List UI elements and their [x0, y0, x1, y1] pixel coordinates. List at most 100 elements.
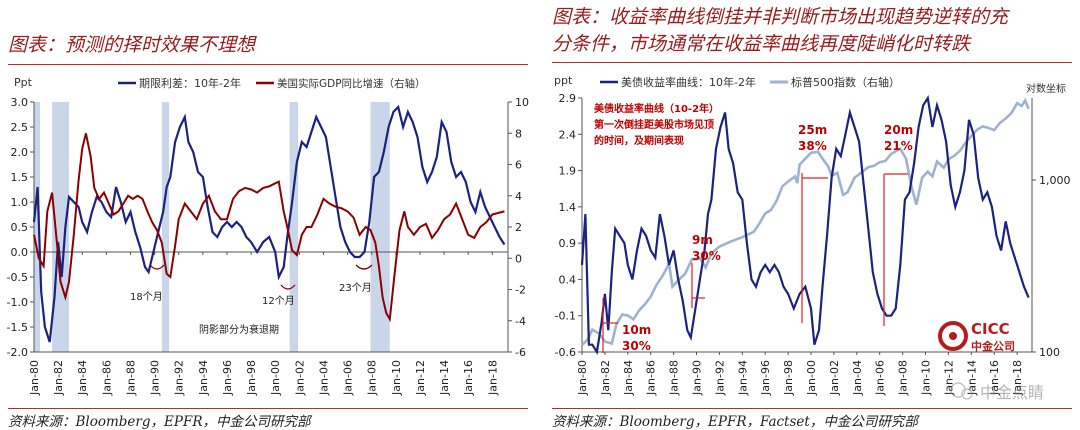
x-tick-label: Jan-90 [149, 360, 162, 396]
y2-tick-label: 10 [515, 96, 529, 109]
y-axis-unit-label: ppt [554, 74, 573, 87]
chart-right-svg: -0.6 -0.1 0.4 0.9 1.4 1.9 2.4 2.9 100 1,000 Jan-… [554, 74, 1071, 402]
x-tick-label: Jan-12 [414, 360, 427, 396]
legend: 期限利差：10年-2年 美国实际GDP同比增速（右轴） [118, 76, 426, 90]
y-tick-label: 1.4 [559, 201, 577, 214]
x-tick-label: Jan-82 [52, 360, 65, 396]
y2-tick-label: 4 [515, 190, 522, 203]
source-rule-left [8, 408, 528, 409]
source-note-right: 资料来源：Bloomberg，EPFR，Factset，中金公司研究部 [552, 414, 918, 430]
y2-tick-label: 2 [515, 221, 522, 234]
annotation-12m: 12个月 [262, 295, 295, 307]
x-tick-label: Jan-00 [269, 360, 282, 396]
y-tick-label: 1.0 [11, 196, 29, 209]
x-tick-label: Jan-92 [713, 360, 726, 396]
annotation-box: 美债收益率曲线（10-2年） 第一次倒挂距美股市场见顶 的时间，及期间表现 [594, 102, 719, 147]
y-tick-label: -0.1 [555, 310, 576, 323]
chart-title-right-line-2: 分条件，市场通常在收益率曲线再度陡峭化时转跌 [552, 33, 971, 55]
y-tick-label: 0.0 [11, 246, 29, 259]
x-tick-label: Jan-86 [645, 360, 658, 396]
recession-shading-group [34, 102, 390, 352]
y-tick-label: -0.5 [7, 271, 28, 284]
cicc-logo-cn: 中金公司 [971, 339, 1015, 353]
x-tick-label: Jan-84 [622, 360, 635, 396]
title-rule-left [8, 64, 528, 65]
marker-20m-pct: 21% [884, 139, 913, 153]
y-tick-label: 2.9 [559, 92, 577, 105]
chart-title-right: 图表：收益率曲线倒挂并非判断市场出现趋势逆转的充 分条件，市场通常在收益率曲线再… [552, 4, 1008, 58]
chart-left-svg: -2.0 -1.5 -1.0 -0.5 0.0 0.5 1.0 1.5 2.0 2.5 3.0 -6… [7, 76, 529, 396]
recession-band [289, 102, 299, 352]
recession-band [370, 102, 390, 352]
marker-25m-label: 25m [798, 123, 827, 137]
y-tick-label: 2.0 [11, 146, 29, 159]
cicc-logo-text: CICC [971, 320, 1010, 338]
x-tick-label: Jan-98 [245, 360, 258, 396]
duration-markers: 10m 30% 9m 30% 25m 38% 20m 21% [602, 123, 913, 353]
y-tick-label: 0.5 [11, 221, 29, 234]
series-line-sp500 [581, 97, 1030, 346]
x-tick-label: Jan-94 [736, 360, 749, 396]
y-tick-label: 3.0 [11, 96, 29, 109]
y-tick-label: 2.4 [559, 128, 577, 141]
annotation-18m: 18个月 [130, 291, 163, 303]
y2-tick-label: 100 [1039, 346, 1060, 359]
y-tick-label: 1.9 [559, 165, 577, 178]
x-tick-label: Jan-06 [342, 360, 355, 396]
x-tick-label: Jan-92 [173, 360, 186, 396]
annotation-box-line-2: 第一次倒挂距美股市场见顶 [594, 118, 714, 131]
marker-10m-pct: 30% [622, 339, 651, 353]
y-tick-labels: -2.0 -1.5 -1.0 -0.5 0.0 0.5 1.0 1.5 2.0 2.5 3.0 [7, 96, 34, 359]
legend-label-term-spread: 期限利差：10年-2年 [139, 76, 241, 90]
x-tick-label: Jan-98 [782, 360, 795, 396]
y-tick-labels: -0.6 -0.1 0.4 0.9 1.4 1.9 2.4 2.9 [555, 92, 582, 359]
y-tick-label: 1.5 [11, 171, 29, 184]
recession-band [161, 102, 170, 352]
y-tick-label: -1.5 [7, 321, 28, 334]
wechat-icon-small [961, 388, 973, 400]
x-tick-label: Jan-02 [828, 360, 841, 396]
chart-title-right-line-1: 图表：收益率曲线倒挂并非判断市场出现趋势逆转的充 [552, 6, 1009, 28]
marker-10m-label: 10m [622, 323, 651, 337]
cicc-logo: CICC 中金公司 [938, 320, 1015, 353]
x-tick-label: Jan-94 [197, 360, 210, 396]
source-note-left: 资料来源：Bloomberg，EPFR，中金公司研究部 [8, 414, 311, 430]
x-tick-label: Jan-88 [124, 360, 137, 396]
x-tick-label: Jan-84 [76, 360, 89, 396]
x-tick-label: Jan-04 [851, 360, 864, 396]
y-axis-unit-label: Ppt [14, 76, 33, 89]
x-tick-label: Jan-10 [920, 360, 933, 396]
bracket-18m [149, 264, 165, 270]
y2-tick-labels: 100 1,000 [1032, 174, 1071, 359]
bracket-12m [280, 284, 296, 290]
y-tick-label: -0.6 [555, 346, 576, 359]
y-tick-label: -1.0 [7, 296, 28, 309]
annotation-shading-note: 阴影部分为衰退期 [199, 323, 279, 336]
y-tick-label: 0.9 [559, 237, 577, 250]
y2-tick-label: -6 [515, 346, 526, 359]
y2-tick-label: 0 [515, 252, 522, 265]
y2-tick-label: 8 [515, 127, 522, 140]
x-tick-label: Jan-96 [759, 360, 772, 396]
x-tick-label: Jan-18 [486, 360, 499, 396]
series-line-term-spread [32, 104, 506, 343]
title-rule-right [552, 62, 1072, 63]
x-tick-label: Jan-12 [942, 360, 955, 396]
legend-label-sp500: 标普500指数（右轴） [791, 75, 900, 89]
cicc-logo-mark [938, 321, 968, 351]
marker-20m-label: 20m [884, 123, 913, 137]
x-tick-label: Jan-08 [366, 360, 379, 396]
x-tick-label: Jan-96 [221, 360, 234, 396]
x-tick-label: Jan-00 [805, 360, 818, 396]
x-tick-label: Jan-08 [897, 360, 910, 396]
y2-tick-label: -4 [515, 315, 526, 328]
bracket-23m [355, 264, 373, 270]
x-tick-label: Jan-16 [462, 360, 475, 396]
marker-25m-pct: 38% [798, 139, 827, 153]
y-tick-label: -2.0 [7, 346, 28, 359]
x-tick-labels: Jan-80 Jan-82 Jan-84 Jan-86 Jan-88 Jan-90 Jan-… [576, 352, 1024, 396]
chart-panel-right: 图表：收益率曲线倒挂并非判断市场出现趋势逆转的充 分条件，市场通常在收益率曲线再… [540, 0, 1080, 430]
x-tick-label: Jan-14 [965, 360, 978, 396]
x-tick-label: Jan-90 [691, 360, 704, 396]
x-tick-label: Jan-10 [390, 360, 403, 396]
